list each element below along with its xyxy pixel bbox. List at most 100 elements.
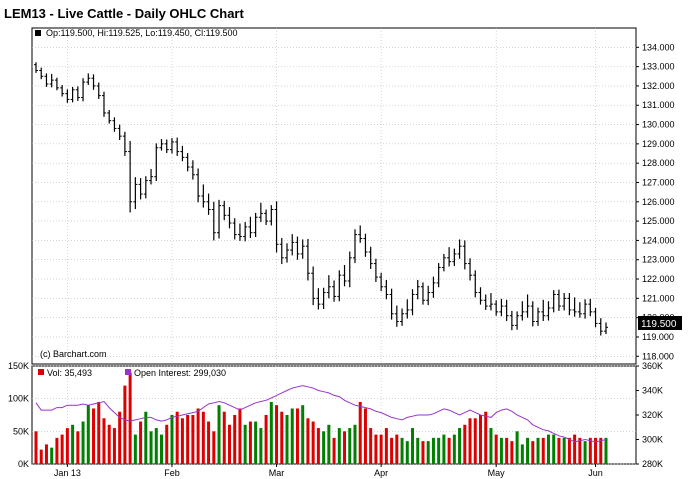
ohlc-bar xyxy=(452,248,457,266)
volume-legend: Vol: 35,493 xyxy=(47,368,92,378)
ohlc-bar xyxy=(604,322,608,335)
ohlc-bar xyxy=(583,299,588,319)
ohlc-bar xyxy=(206,193,211,215)
ohlc-bar xyxy=(175,137,180,156)
ohlc-bar xyxy=(358,225,363,243)
volume-bar xyxy=(60,434,64,464)
ohlc-bar xyxy=(577,302,582,318)
ohlc-bar xyxy=(154,143,159,182)
volume-bar xyxy=(390,437,394,464)
ohlc-bar xyxy=(598,318,603,336)
ohlc-bar xyxy=(363,233,368,257)
volume-bar xyxy=(363,408,367,464)
ohlc-bar xyxy=(483,294,488,310)
price-plot-area xyxy=(31,27,637,365)
watermark: (c) Barchart.com xyxy=(40,349,107,359)
ohlc-bar xyxy=(373,258,378,282)
ohlc-bar xyxy=(211,201,216,241)
volume-bar xyxy=(280,411,284,464)
volume-bar xyxy=(531,441,535,464)
ohlc-bar xyxy=(316,288,321,310)
price-y-tick-label: 128.000 xyxy=(642,158,675,168)
ohlc-bar xyxy=(117,124,122,140)
volume-bar xyxy=(358,401,362,464)
ohlc-bar xyxy=(368,246,373,269)
ohlc-bar xyxy=(305,238,310,281)
ohlc-bar xyxy=(415,280,420,300)
volume-bar xyxy=(112,428,116,464)
volume-bar xyxy=(81,421,85,464)
volume-bar xyxy=(411,428,415,464)
volume-bar xyxy=(458,428,462,464)
ohlc-bar xyxy=(295,236,300,260)
ohlc-bar xyxy=(285,243,290,263)
ohlc-bar xyxy=(556,289,561,311)
volume-bar xyxy=(311,421,315,464)
ohlc-bar xyxy=(279,238,284,265)
ohlc-bar xyxy=(509,310,514,331)
volume-bar xyxy=(489,428,493,464)
oi-legend: Open Interest: 299,030 xyxy=(134,368,226,378)
volume-bar xyxy=(243,424,247,464)
volume-bar xyxy=(343,431,347,464)
ohlc-bar xyxy=(190,160,195,180)
volume-bar xyxy=(374,434,378,464)
ohlc-bar xyxy=(290,234,295,256)
ohlc-bar xyxy=(332,280,337,302)
ohlc-bar xyxy=(269,205,274,226)
ohlc-bar xyxy=(311,266,316,306)
volume-bar xyxy=(384,428,388,464)
ohlc-bar xyxy=(326,275,331,299)
volume-bar xyxy=(175,411,179,464)
ohlc-legend: Op:119.500, Hi:119.525, Lo:119.450, Cl:1… xyxy=(46,28,237,38)
volume-bar xyxy=(71,424,75,464)
volume-bar xyxy=(290,408,294,464)
ohlc-bar xyxy=(264,209,269,225)
ohlc-bar xyxy=(70,86,75,103)
volume-bar xyxy=(254,421,258,464)
volume-legend-swatch xyxy=(38,369,44,375)
ohlc-bar xyxy=(457,239,462,259)
volume-bar xyxy=(217,405,221,464)
volume-bar xyxy=(102,418,106,464)
volume-bar xyxy=(295,408,299,464)
volume-bar xyxy=(400,437,404,464)
volume-bar xyxy=(44,444,48,464)
price-y-tick-label: 124.000 xyxy=(642,235,675,245)
ohlc-bar xyxy=(530,301,535,327)
volume-bar xyxy=(426,441,430,464)
volume-bar xyxy=(238,408,242,464)
ohlc-bar xyxy=(436,263,441,288)
volume-bar xyxy=(207,421,211,464)
ohlc-bar xyxy=(274,201,279,253)
ohlc-bar xyxy=(39,67,44,80)
volume-bar xyxy=(264,415,268,464)
ohlc-bar xyxy=(473,270,478,298)
ohlc-bar xyxy=(60,84,65,97)
volume-bar xyxy=(546,434,550,464)
volume-bar xyxy=(536,437,540,464)
ohlc-bar xyxy=(122,131,127,156)
ohlc-bar xyxy=(520,301,525,321)
volume-bar xyxy=(128,372,132,464)
volume-bar xyxy=(123,385,127,464)
open-interest-line xyxy=(35,385,607,443)
volume-bar xyxy=(578,437,582,464)
volume-left-axis: 0K 50K 100K 150K xyxy=(8,361,29,469)
ohlc-bar xyxy=(420,282,425,305)
volume-bar xyxy=(562,437,566,464)
ohlc-bar xyxy=(515,311,520,330)
ohlc-bar xyxy=(159,139,164,151)
price-y-axis: 118.000119.000120.000121.000122.000123.0… xyxy=(636,42,675,361)
ohlc-bar xyxy=(237,223,242,241)
ohlc-bar xyxy=(347,251,352,288)
ohlc-bar xyxy=(65,89,70,103)
volume-bar xyxy=(269,401,273,464)
price-y-tick-label: 121.000 xyxy=(642,293,675,303)
price-bars xyxy=(34,62,608,336)
volume-bar xyxy=(594,437,598,464)
ohlc-bar xyxy=(431,276,436,298)
volume-bar xyxy=(416,437,420,464)
volume-bar xyxy=(144,411,148,464)
volume-bar xyxy=(588,437,592,464)
